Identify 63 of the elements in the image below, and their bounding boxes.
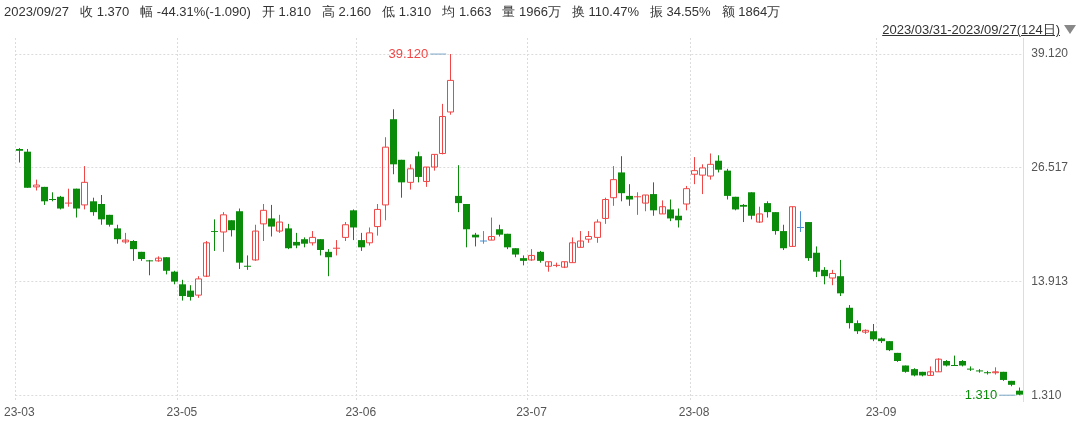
x-tick-label: 23-07 [516,405,548,420]
candlestick [618,155,625,202]
candlestick [358,232,365,252]
text: 开 1.810 [261,4,311,19]
text: 低 1.310 [382,4,432,19]
y-tick-label: 39.120 [1031,46,1069,61]
candlestick [211,218,218,252]
text: 幅 -44.31%(-1.090) [140,4,251,19]
candlestick [243,254,252,271]
x-tick-label: 23-03 [4,405,36,420]
candlestick [203,240,210,278]
candlestick [626,183,633,207]
candlestick [268,204,275,237]
y-tick-label: 1.310 [1031,387,1062,402]
x-tick-label: 23-09 [865,405,897,420]
candlestick [332,239,341,256]
candlestick [325,248,332,277]
y-tick-label: 13.913 [1031,273,1069,288]
candlestick [374,203,381,237]
x-tick-label: 23-08 [678,405,710,420]
candlestick [350,208,357,241]
candlestick [16,147,23,164]
candlestick [260,203,267,242]
text: 换 110.47% [571,4,639,19]
text: 均 1.663 [442,4,492,19]
candlestick [252,224,259,262]
candlestick [366,226,373,247]
candlestick [772,211,779,236]
candlestick [447,53,454,116]
candlestick [439,103,446,155]
candlestick [220,211,227,253]
candlestick [455,164,462,213]
annotation: 1.310 [964,386,998,402]
text: 2023/03/31-2023/09/27(124日) [882,21,1060,39]
candlestick [114,224,121,245]
text: 收 1.370 [80,4,130,19]
candlestick [415,151,422,183]
y-tick-label: 26.517 [1031,160,1069,175]
candlestick [64,188,73,208]
candlestick [407,163,414,191]
candlestick [780,224,787,251]
candlestick [610,165,617,207]
x-tick-label: 23-06 [345,405,377,420]
candlestick [73,188,80,219]
candlestick [846,304,853,330]
candlestick [382,136,389,221]
text: 额 1864万 [721,4,781,19]
candlestick [488,217,495,241]
candlestick [602,197,609,225]
annotation: 39.120 [388,45,429,61]
text: 量 1966万 [502,4,561,19]
candlestick [309,230,316,247]
candlestick [130,239,137,262]
text: 2023/09/27 [4,4,70,19]
candlestick [837,259,844,297]
candlestick [650,181,657,217]
text: 高 2.160 [321,4,372,19]
candlestick [276,214,283,234]
candlestick [789,206,796,247]
candlestick [81,165,88,210]
candlestick [796,210,805,233]
text: 振 34.55% [649,4,711,19]
x-tick-label: 23-05 [166,405,198,420]
